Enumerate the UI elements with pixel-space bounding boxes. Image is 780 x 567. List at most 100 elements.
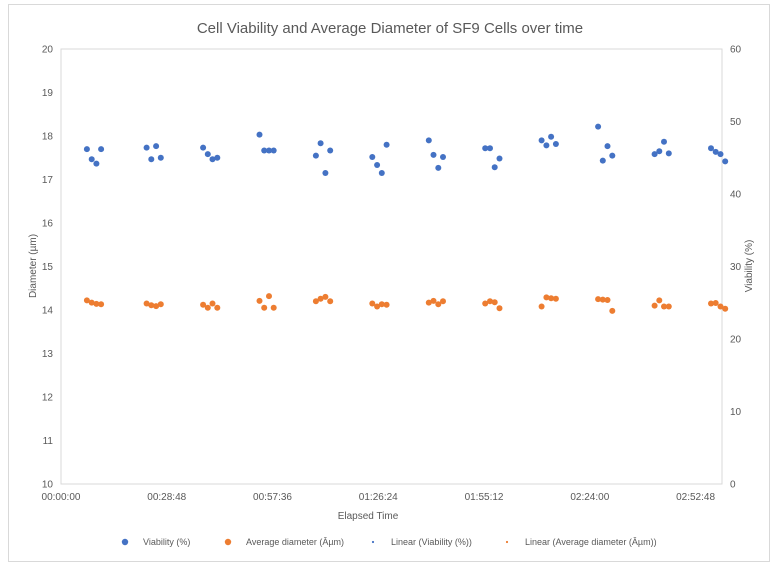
viability-point [651,151,658,158]
diameter-point [369,300,376,307]
y-right-tick-label: 60 [730,45,742,56]
viability-point [148,156,155,163]
viability-point [656,148,663,155]
legend-label: Average diameter (Âµm) [246,537,344,547]
viability-point [538,137,545,144]
legend: Viability (%) Average diameter (Âµm) Linea… [121,537,657,547]
legend-marker [224,538,232,546]
x-axis-label: Elapsed Time [338,511,399,522]
x-tick-label: 00:28:48 [147,492,186,503]
data-points [83,123,729,314]
diameter-point [266,293,272,300]
diameter-point [209,300,216,307]
viability-point [83,146,90,153]
viability-point [88,156,95,163]
diameter-point [708,300,714,307]
viability-point [143,144,150,151]
viability-point [543,142,550,149]
viability-point [440,154,446,160]
diameter-point [327,298,334,305]
diameter-point [98,301,105,308]
y-axis-left: 10 11 12 13 14 15 16 17 18 19 20 [42,45,54,491]
diameter-point [270,304,277,311]
diameter-point [261,304,268,311]
legend-marker [505,540,509,544]
diameter-point [548,295,555,302]
legend-marker [121,538,129,546]
legend-label: Linear (Average diameter (Âµm)) [525,537,657,547]
diameter-point [204,304,211,311]
x-tick-label: 02:52:48 [676,492,715,503]
diameter-point [214,304,221,311]
diameter-point [148,302,155,309]
viability-point [317,140,324,147]
viability-point [717,151,724,158]
diameter-point [552,295,559,302]
diameter-point [256,297,263,304]
diameter-point [317,295,324,302]
diameter-point [599,296,606,303]
x-axis: 00:00:00 00:28:48 00:57:36 01:26:24 01:55:12… [42,492,716,503]
diameter-point [435,301,442,308]
viability-point [374,162,381,168]
viability-point [491,164,498,171]
diameter-point [609,307,616,314]
viability-point [430,151,437,158]
diameter-point [153,303,160,310]
chart-title: Cell Viability and Average Diameter of S… [197,20,583,37]
viability-point [209,156,216,163]
viability-point [595,123,602,130]
viability-point [604,143,611,150]
viability-point [665,150,672,157]
diameter-point [440,298,446,305]
viability-point [609,152,616,159]
diameter-point [143,300,150,307]
diameter-point [656,297,663,304]
viability-point [327,147,334,154]
legend-label: Viability (%) [143,537,190,547]
viability-point [369,154,376,160]
y-axis-right-label: Viability (%) [744,240,755,293]
diameter-point [538,303,545,310]
y-left-tick-label: 20 [42,45,54,56]
y-axis-right: 0 10 20 30 40 50 60 [730,45,742,491]
y-right-tick-label: 30 [730,262,742,273]
viability-point [722,158,729,165]
x-tick-label: 00:57:36 [253,492,292,503]
y-axis-left-label: Diameter (µm) [28,234,39,298]
diameter-point [383,301,390,308]
y-left-tick-label: 17 [42,175,54,186]
diameter-point [322,293,329,300]
viability-point [270,147,277,154]
viability-point [712,148,719,155]
diameter-point [88,299,95,306]
y-left-tick-label: 18 [42,132,54,143]
diameter-point [722,305,729,312]
diameter-point [496,305,503,312]
diameter-point [487,298,493,305]
y-left-tick-label: 13 [42,349,54,360]
viability-point [322,170,329,176]
viability-point [153,143,160,150]
viability-point [661,138,667,145]
viability-point [157,154,164,161]
plot-area [60,48,723,485]
x-tick-label: 01:55:12 [465,492,504,503]
diameter-point [595,296,602,303]
diameter-point [93,300,100,307]
viability-point [425,137,432,144]
diameter-point [83,297,90,304]
diameter-point [378,301,385,308]
viability-point [708,145,714,152]
y-left-tick-label: 16 [42,219,54,230]
y-left-tick-label: 19 [42,88,54,99]
x-tick-label: 01:26:24 [359,492,398,503]
diameter-point [665,303,672,310]
diameter-point [200,301,207,308]
diameter-point [651,302,658,309]
viability-point [204,151,211,158]
diameter-point [482,300,489,307]
viability-point [312,152,319,159]
diameter-point [661,303,667,310]
